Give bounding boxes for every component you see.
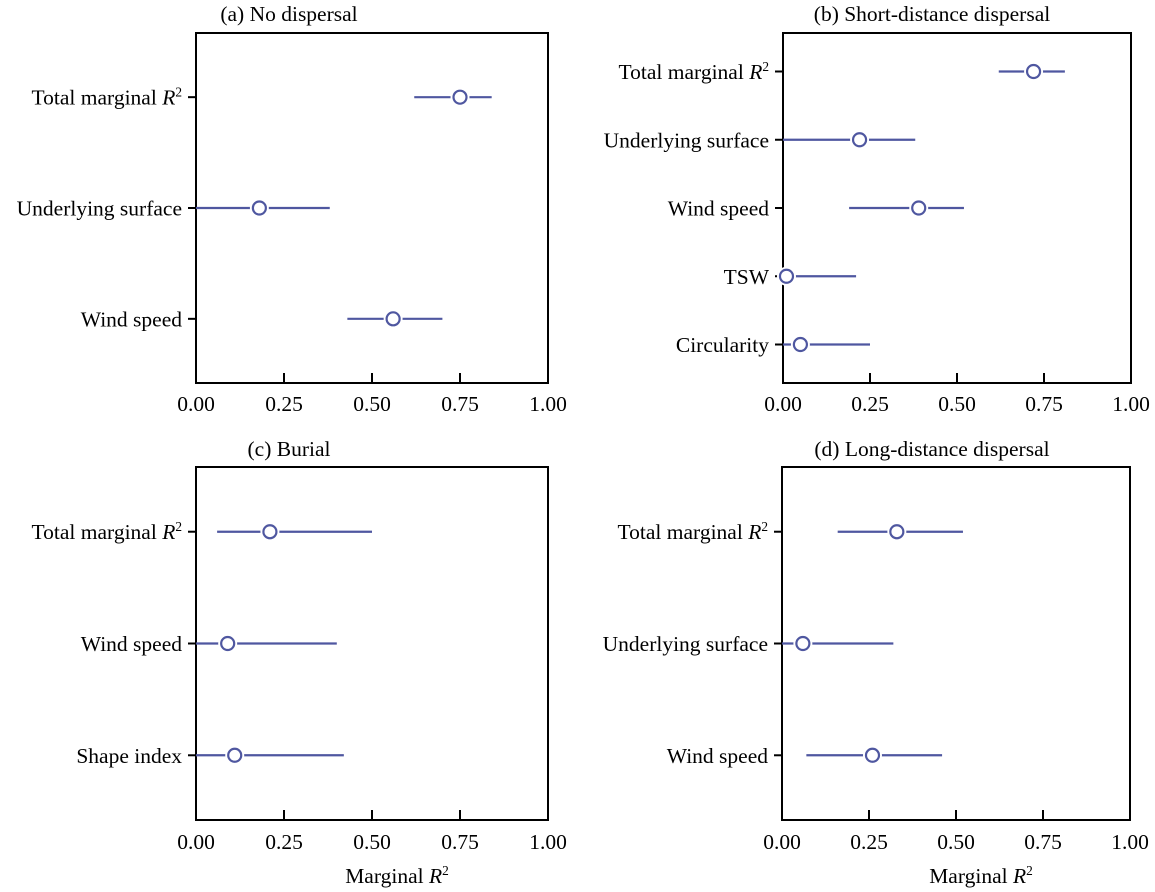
point-marker	[795, 635, 811, 652]
category-label: Wind speed	[667, 744, 768, 768]
category-label: Wind speed	[81, 632, 182, 656]
chart-b-canvas: (b) Short-distance dispersal 0.00 0.25 0.50…	[604, 2, 1150, 416]
x-tick-label: 0.00	[177, 392, 215, 416]
chart-d-canvas: (d) Long-distance dispersal 0.00 0.25 0.50 0…	[603, 437, 1149, 888]
chart-c-canvas: (c) Burial 0.00 0.25 0.50 0.75 1.00 Total marg…	[32, 437, 567, 888]
point-marker	[851, 132, 868, 148]
point-marker	[385, 311, 401, 327]
x-tick-label: 0.50	[937, 830, 975, 854]
category-label: TSW	[724, 265, 770, 289]
x-axis-label: Marginal R2	[345, 863, 449, 888]
point-marker	[220, 635, 236, 652]
point-marker	[864, 747, 881, 763]
x-tick-label: 0.50	[938, 392, 976, 416]
x-tick-label: 0.50	[353, 830, 391, 854]
x-tick-label: 0.25	[265, 830, 303, 854]
x-tick-label: 0.00	[764, 392, 802, 416]
x-tick-label: 0.75	[1024, 830, 1062, 854]
category-label: Total marginal R2	[32, 85, 182, 110]
panel-short-distance-dispersal: (b) Short-distance dispersal 0.00 0.25 0.50…	[578, 0, 1155, 430]
panel-title: (d) Long-distance dispersal	[814, 437, 1049, 461]
x-tick-label: 1.00	[1111, 830, 1149, 854]
point-marker	[792, 336, 808, 353]
x-tick-label: 0.75	[1025, 392, 1063, 416]
x-tick-label: 1.00	[529, 392, 567, 416]
point-marker	[262, 524, 278, 540]
category-label: Underlying surface	[603, 632, 768, 656]
point-marker	[1025, 63, 1042, 80]
panel-title: (c) Burial	[248, 437, 331, 461]
x-tick-label: 0.00	[763, 830, 801, 854]
point-marker	[778, 268, 795, 284]
point-marker	[251, 200, 267, 216]
category-label: Underlying surface	[17, 197, 182, 221]
panel-no-dispersal: (a) No dispersal 0.00 0.25 0.50 0.75 1.00 Tota…	[0, 0, 578, 430]
category-label: Circularity	[676, 333, 769, 357]
point-marker	[889, 524, 905, 540]
category-label: Wind speed	[81, 307, 182, 331]
category-label: Total marginal R2	[32, 519, 182, 544]
point-marker	[452, 89, 468, 105]
x-tick-label: 1.00	[1112, 392, 1150, 416]
x-tick-label: 0.25	[850, 830, 888, 854]
panel-burial: (c) Burial 0.00 0.25 0.50 0.75 1.00 Total marg…	[0, 430, 578, 892]
point-marker	[911, 200, 927, 216]
x-tick-label: 0.75	[441, 392, 479, 416]
x-tick-label: 0.25	[851, 392, 889, 416]
x-tick-label: 1.00	[529, 830, 567, 854]
panel-title: (a) No dispersal	[220, 2, 357, 26]
x-tick-label: 0.50	[353, 392, 391, 416]
category-label: Total marginal R2	[618, 519, 768, 544]
x-tick-label: 0.25	[265, 392, 303, 416]
category-label: Total marginal R2	[619, 59, 769, 84]
x-axis-label: Marginal R2	[929, 863, 1033, 888]
panel-long-distance-dispersal: (d) Long-distance dispersal 0.00 0.25 0.50 0…	[578, 430, 1155, 892]
chart-a-canvas: (a) No dispersal 0.00 0.25 0.50 0.75 1.00 Tota…	[17, 2, 567, 416]
category-label: Shape index	[76, 744, 182, 768]
category-label: Wind speed	[668, 197, 769, 221]
x-tick-label: 0.75	[441, 830, 479, 854]
x-tick-label: 0.00	[177, 830, 215, 854]
category-label: Underlying surface	[604, 128, 769, 152]
point-marker	[227, 747, 243, 763]
panel-title: (b) Short-distance dispersal	[814, 2, 1050, 26]
